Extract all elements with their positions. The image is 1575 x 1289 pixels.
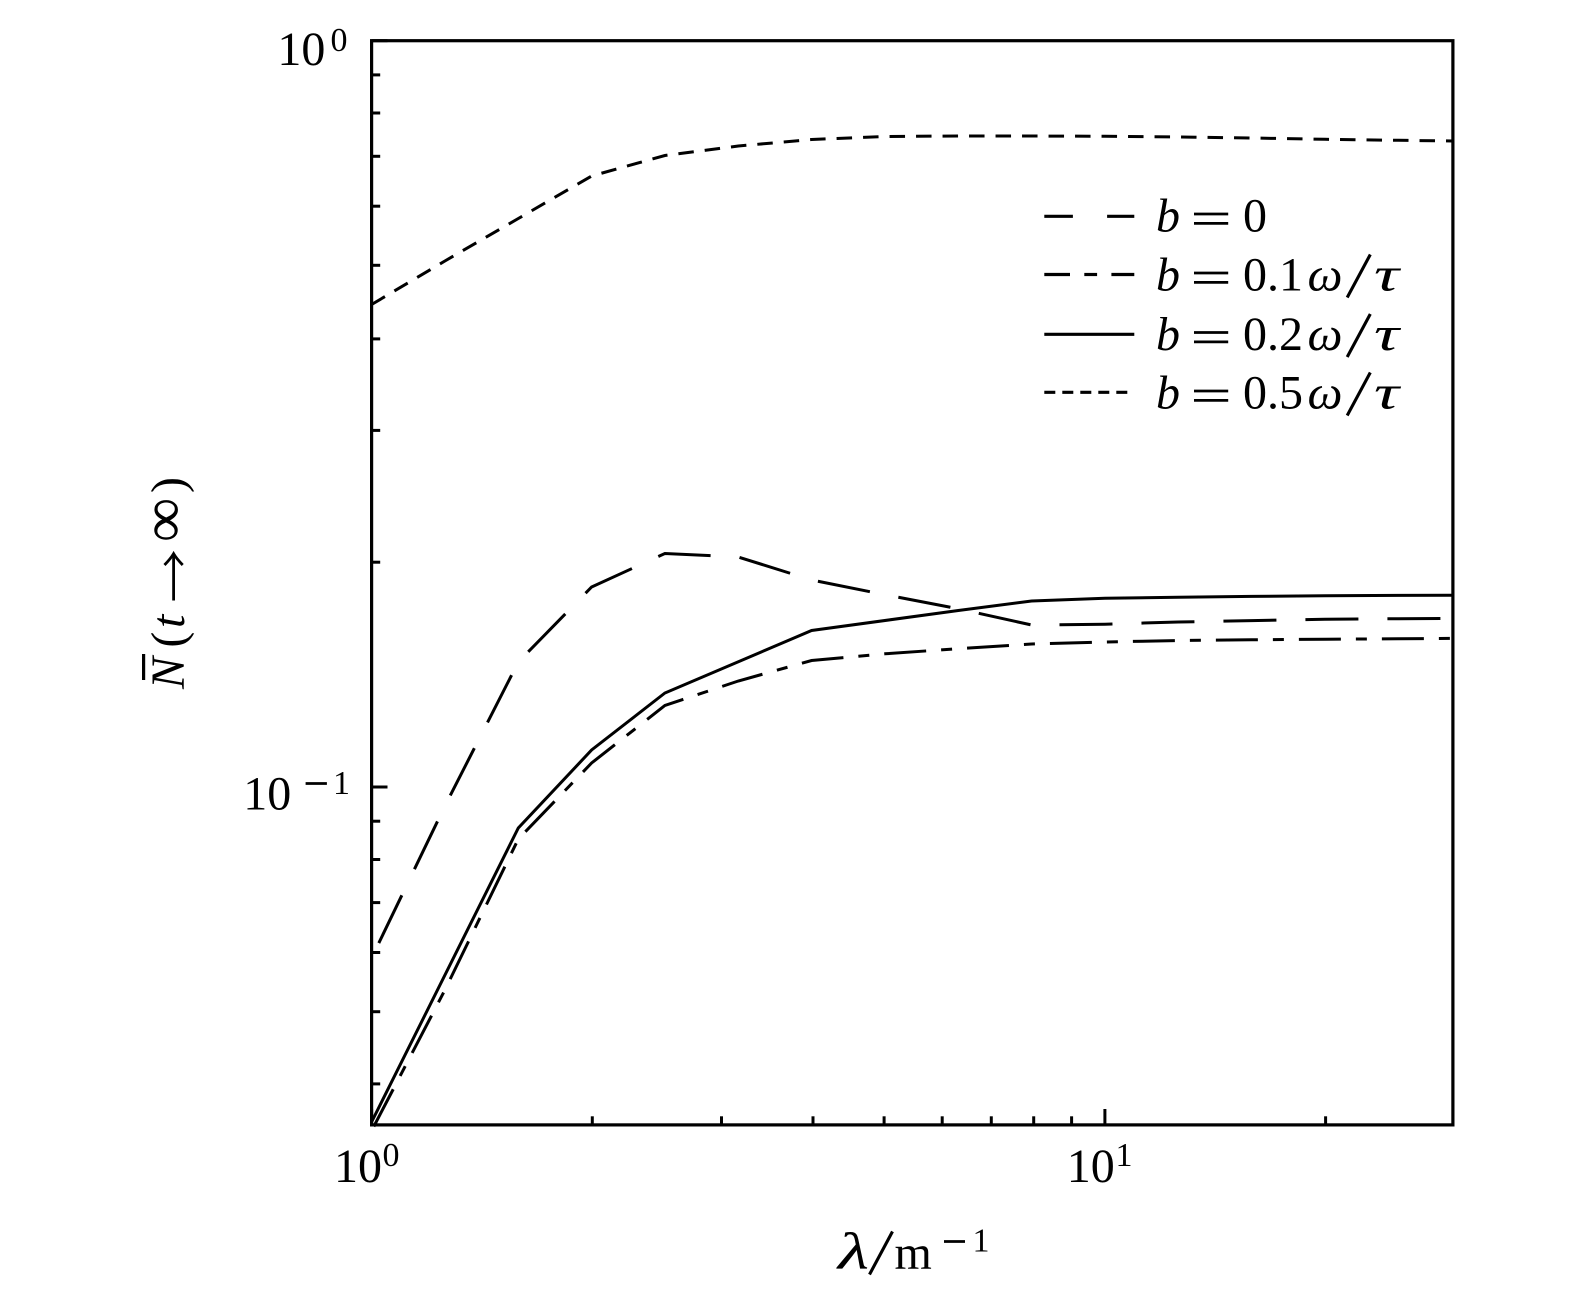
svg-text:10: 10	[1067, 1140, 1115, 1193]
svg-text:τ: τ	[1374, 308, 1402, 361]
svg-text:10: 10	[243, 768, 291, 821]
svg-text:ω: ω	[1308, 308, 1343, 361]
svg-text:1: 1	[973, 1223, 990, 1260]
svg-text:b0.2: b 0.2	[1156, 308, 1303, 361]
svg-text:ω: ω	[1308, 367, 1343, 420]
svg-text:1: 1	[333, 765, 350, 802]
svg-text:b0.5: b 0.5	[1156, 367, 1303, 420]
svg-text:10: 10	[334, 1140, 382, 1193]
svg-text:τ: τ	[1374, 367, 1402, 420]
svg-text:b0: b0	[1156, 190, 1267, 243]
svg-text:0: 0	[331, 22, 348, 59]
svg-text:∞: ∞	[130, 498, 198, 542]
svg-text:τ: τ	[1374, 249, 1402, 302]
svg-text:N(t): N(t)	[142, 477, 195, 690]
svg-text:10: 10	[277, 23, 325, 76]
svg-text:λ: λ	[835, 1224, 869, 1281]
svg-text:1: 1	[1116, 1137, 1133, 1174]
svg-text:m: m	[895, 1227, 932, 1280]
svg-text:0: 0	[383, 1137, 400, 1174]
svg-text:b0.1: b 0.1	[1156, 249, 1303, 302]
svg-text:ω: ω	[1308, 249, 1343, 302]
